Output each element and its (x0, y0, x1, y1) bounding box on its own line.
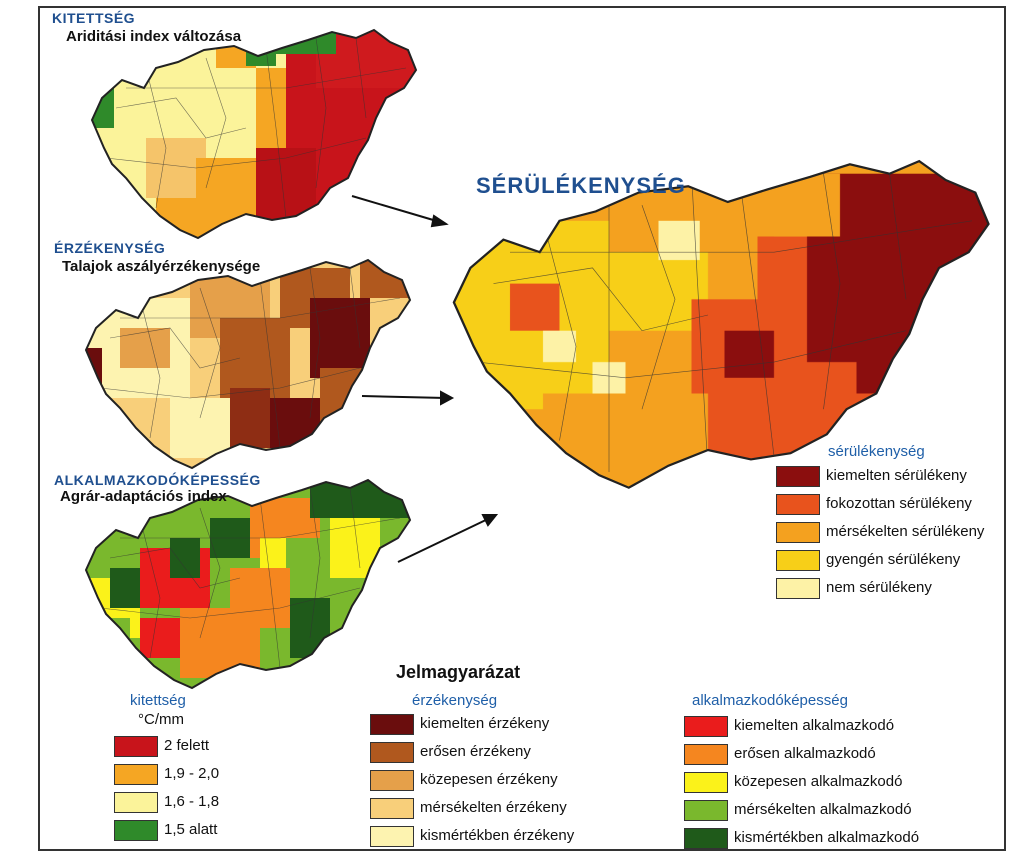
exposure-legend-label: 1,5 alatt (164, 821, 218, 838)
vulnerability-legend-swatch (776, 466, 820, 487)
sensitivity-legend-swatch (370, 770, 414, 791)
figure-frame (38, 6, 1006, 851)
sensitivity-legend-swatch (370, 798, 414, 819)
vulnerability-legend-title: sérülékenység (828, 443, 925, 460)
vulnerability-legend-label: mérsékelten sérülékeny (826, 523, 985, 540)
arrow-sensitivity (361, 390, 455, 406)
vulnerability-legend-swatch (776, 522, 820, 543)
exposure-legend-swatch (114, 792, 158, 813)
sensitivity-legend-swatch (370, 826, 414, 847)
sensitivity-legend-title: érzékenység (412, 692, 498, 709)
adaptive-legend-label: kismértékben alkalmazkodó (734, 829, 920, 846)
vulnerability-legend-swatch (776, 494, 820, 515)
vulnerability-legend-label: nem sérülékeny (826, 579, 932, 596)
adaptive-legend-label: kiemelten alkalmazkodó (734, 717, 895, 734)
vulnerability-legend-label: fokozottan sérülékeny (826, 495, 972, 512)
adaptive-capacity-map (85, 479, 411, 689)
adaptive-legend-title: alkalmazkodóképesség (692, 692, 848, 709)
adaptive-legend-swatch (684, 744, 728, 765)
vulnerability-legend-swatch (776, 578, 820, 599)
adaptive-legend-swatch (684, 716, 728, 737)
exposure-legend-label: 1,6 - 1,8 (164, 793, 220, 810)
exposure-subtitle: Ariditási index változása (66, 28, 242, 45)
exposure-legend-swatch (114, 736, 158, 757)
sensitivity-map (85, 259, 411, 469)
sensitivity-section-label: ÉRZÉKENYSÉG (54, 240, 166, 256)
sensitivity-legend-label: erősen érzékeny (420, 743, 531, 760)
exposure-legend-unit: °C/mm (138, 711, 184, 728)
vulnerability-legend-swatch (776, 550, 820, 571)
exposure-section-label: KITETTSÉG (52, 10, 136, 26)
exposure-map (91, 29, 417, 239)
legend-heading: Jelmagyarázat (396, 662, 521, 682)
sensitivity-legend-swatch (370, 714, 414, 735)
sensitivity-legend-label: közepesen érzékeny (420, 771, 558, 788)
vulnerability-legend-label: kiemelten sérülékeny (826, 467, 967, 484)
adaptive-legend-label: erősen alkalmazkodó (734, 745, 876, 762)
adaptive-subtitle: Agrár-adaptációs index (60, 488, 227, 505)
sensitivity-legend-label: kiemelten érzékeny (420, 715, 550, 732)
vulnerability-map (452, 159, 990, 489)
arrow-adaptive (397, 514, 499, 563)
adaptive-legend-swatch (684, 800, 728, 821)
adaptive-legend-label: mérsékelten alkalmazkodó (734, 801, 912, 818)
sensitivity-subtitle: Talajok aszályérzékenysége (62, 258, 261, 275)
sensitivity-legend-label: kismértékben érzékeny (420, 827, 575, 844)
adaptive-section-label: ALKALMAZKODÓKÉPESSÉG (54, 472, 261, 488)
exposure-legend-title: kitettség (130, 692, 186, 709)
sensitivity-legend-swatch (370, 742, 414, 763)
exposure-legend-swatch (114, 764, 158, 785)
adaptive-legend-label: közepesen alkalmazkodó (734, 773, 903, 790)
arrow-exposure (351, 195, 449, 228)
vulnerability-legend-label: gyengén sérülékeny (826, 551, 961, 568)
exposure-legend-label: 1,9 - 2,0 (164, 765, 220, 782)
exposure-legend-swatch (114, 820, 158, 841)
vulnerability-title: SÉRÜLÉKENYSÉG (476, 173, 686, 198)
sensitivity-legend-label: mérsékelten érzékeny (420, 799, 567, 816)
adaptive-legend-swatch (684, 828, 728, 849)
adaptive-legend-swatch (684, 772, 728, 793)
exposure-legend-label: 2 felett (164, 737, 210, 754)
